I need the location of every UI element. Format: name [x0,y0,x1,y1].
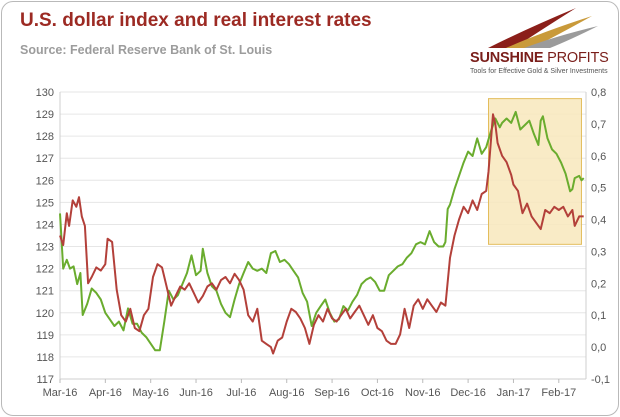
x-tick-label: Jun-16 [179,387,213,399]
left-tick-label: 121 [36,286,54,298]
x-tick-label: Sep-16 [314,387,349,399]
right-tick-label: 0,1 [591,310,606,322]
left-axis-ticks: 117 118 119 120 121 122 123 124 125 126 127 128 129 1… [36,87,54,386]
chart-subtitle: Source: Federal Reserve Bank of St. Loui… [20,43,273,57]
x-tick-label: Mar-16 [43,387,78,399]
x-tick-label: Nov-16 [405,387,440,399]
left-tick-label: 126 [36,175,54,187]
real-rate-line [59,113,584,355]
x-tick-label: Jul-16 [226,387,256,399]
left-tick-label: 119 [36,330,54,342]
left-tick-label: 129 [36,109,54,121]
left-tick-label: 128 [36,131,54,143]
right-tick-label: -0,1 [591,374,610,386]
right-tick-label: 0,4 [591,215,606,227]
brand-name: SUNSHINE PROFITS [470,50,609,66]
x-tick-label: Jan-17 [497,387,531,399]
x-tick-label: May-16 [132,387,169,399]
right-tick-label: 0,6 [591,151,606,163]
left-tick-label: 123 [36,242,54,254]
right-tick-label: 0,8 [591,87,606,99]
right-tick-label: 0,3 [591,246,606,258]
left-tick-label: 118 [36,352,54,364]
right-tick-label: 0,7 [591,119,606,131]
right-tick-label: 0,2 [591,278,606,290]
brand-logo: SUNSHINE PROFITS Tools for Effective Gol… [470,2,618,84]
right-axis-ticks: -0,1 0,0 0,1 0,2 0,3 0,4 0,5 0,6 0,7 0,8 [591,87,610,386]
dollar-index-line [59,110,585,352]
series-lines [59,110,585,355]
chart-title: U.S. dollar index and real interest rate… [20,10,372,31]
sunshine-logo-icon [488,8,598,48]
left-tick-label: 117 [36,374,54,386]
right-tick-label: 0,0 [591,342,606,354]
brand-tagline: Tools for Effective Gold & Silver Invest… [470,68,608,75]
x-tick-label: Dec-16 [450,387,485,399]
x-tick-label: Oct-16 [361,387,394,399]
x-tick-label: Apr-16 [89,387,122,399]
left-tick-label: 122 [36,264,54,276]
left-tick-label: 125 [36,197,54,209]
x-tick-label: Feb-17 [541,387,576,399]
left-tick-label: 124 [36,219,54,231]
x-tick-label: Aug-16 [269,387,304,399]
right-tick-label: 0,5 [591,183,606,195]
x-axis-ticks: Mar-16 Apr-16 May-16 Jun-16 Jul-16 Aug-16 Sep-… [43,379,576,399]
left-tick-label: 130 [36,87,54,99]
left-tick-label: 127 [36,153,54,165]
left-tick-label: 120 [36,308,54,320]
